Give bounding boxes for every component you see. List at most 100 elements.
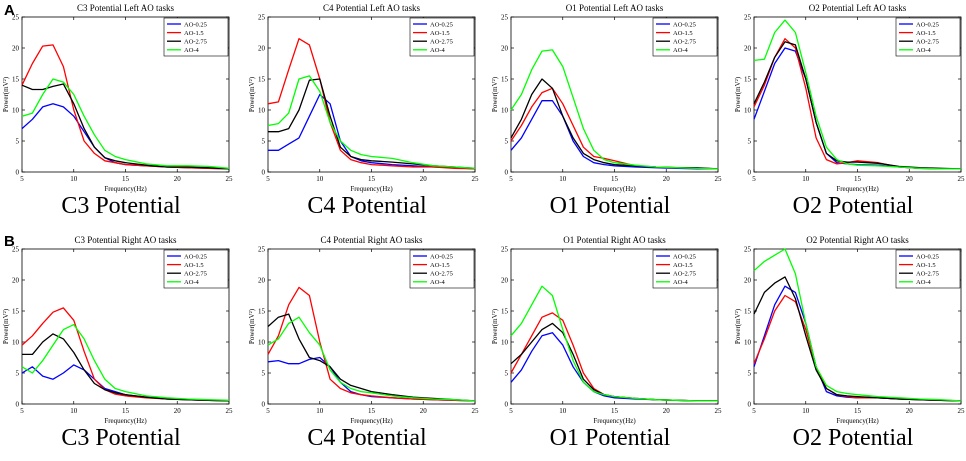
panel-caption: C4 Potential bbox=[307, 425, 427, 451]
chart-title: C3 Potential Left AO tasks bbox=[77, 3, 174, 13]
series-line-ao-4 bbox=[21, 78, 230, 169]
chart-title: C4 Potential Right AO tasks bbox=[320, 235, 423, 245]
legend-label: AO-4 bbox=[184, 279, 200, 286]
y-tick-label: 0 bbox=[262, 169, 266, 177]
legend-label: AO-4 bbox=[916, 47, 932, 54]
chart-panel: O1 Potential Left AO tasks 5 10 15 20 25 0 5 10 1… bbox=[489, 0, 731, 229]
y-tick-label: 10 bbox=[258, 107, 266, 115]
chart-panel: O2 Potential Right AO tasks 5 10 15 20 25 0 5 10… bbox=[732, 232, 966, 461]
x-tick-label: 25 bbox=[958, 175, 966, 183]
y-tick-label: 0 bbox=[748, 169, 752, 177]
y-tick-label: 25 bbox=[12, 246, 20, 254]
x-tick-label: 20 bbox=[174, 407, 182, 415]
y-tick-label: 20 bbox=[501, 277, 509, 285]
legend-label: AO-0.25 bbox=[916, 21, 939, 28]
y-tick-label: 25 bbox=[744, 14, 752, 22]
y-tick-label: 20 bbox=[744, 45, 752, 53]
x-tick-label: 25 bbox=[715, 175, 723, 183]
x-tick-label: 25 bbox=[958, 407, 966, 415]
x-tick-label: 5 bbox=[509, 407, 513, 415]
series-line-ao-1-5 bbox=[21, 307, 230, 402]
y-tick-label: 20 bbox=[12, 277, 20, 285]
x-tick-label: 15 bbox=[122, 175, 130, 183]
chart-panel: C3 Potential Right AO tasks 5 10 15 20 25 0 5 10… bbox=[0, 232, 242, 461]
chart-title: C3 Potential Right AO tasks bbox=[74, 235, 177, 245]
legend-label: AO-4 bbox=[430, 279, 446, 286]
x-axis-label: Frequency(Hz) bbox=[104, 185, 147, 193]
y-tick-label: 15 bbox=[258, 76, 266, 84]
x-tick-label: 15 bbox=[611, 407, 619, 415]
series-line-ao-0-25 bbox=[753, 285, 962, 402]
y-tick-label: 10 bbox=[501, 107, 509, 115]
x-tick-label: 10 bbox=[802, 407, 810, 415]
x-tick-label: 10 bbox=[559, 175, 567, 183]
x-tick-label: 5 bbox=[752, 175, 756, 183]
y-tick-label: 10 bbox=[12, 339, 20, 347]
series-line-ao-4 bbox=[753, 248, 962, 402]
x-tick-label: 25 bbox=[715, 407, 723, 415]
x-tick-label: 25 bbox=[226, 175, 234, 183]
y-tick-label: 5 bbox=[16, 370, 20, 378]
y-axis-label: Power(mV²) bbox=[734, 76, 742, 112]
series-line-ao-1-5 bbox=[267, 38, 476, 170]
series-line-ao-2-75 bbox=[753, 276, 962, 402]
y-tick-label: 5 bbox=[262, 138, 266, 146]
series-line-ao-4 bbox=[267, 316, 476, 402]
legend-label: AO-4 bbox=[673, 47, 689, 54]
y-axis-label: Power(mV²) bbox=[2, 76, 10, 112]
series-line-ao-4 bbox=[510, 285, 718, 402]
panel-caption: O1 Potential bbox=[549, 425, 671, 451]
y-tick-label: 25 bbox=[12, 14, 20, 22]
chart-title: C4 Potential Left AO tasks bbox=[323, 3, 420, 13]
row-label-b: B bbox=[4, 233, 15, 250]
chart-panel: C4 Potential Left AO tasks 5 10 15 20 25 0 5 10 1… bbox=[246, 0, 488, 229]
x-tick-label: 5 bbox=[20, 407, 24, 415]
series-line-ao-1-5 bbox=[753, 38, 961, 170]
y-tick-label: 20 bbox=[258, 277, 266, 285]
x-tick-label: 20 bbox=[906, 407, 914, 415]
x-tick-label: 20 bbox=[663, 407, 671, 415]
x-tick-label: 15 bbox=[611, 175, 619, 183]
row-label-a: A bbox=[4, 2, 15, 19]
x-tick-label: 10 bbox=[70, 175, 78, 183]
legend-label: AO-1.5 bbox=[673, 262, 693, 269]
x-tick-label: 20 bbox=[420, 175, 428, 183]
panel-caption: O2 Potential bbox=[792, 193, 914, 219]
x-tick-label: 5 bbox=[266, 175, 270, 183]
x-tick-label: 5 bbox=[752, 407, 756, 415]
legend-label: AO-4 bbox=[430, 47, 446, 54]
series-line-ao-1-5 bbox=[267, 286, 476, 402]
chart-title: O1 Potential Left AO tasks bbox=[566, 3, 664, 13]
y-axis-label: Power(mV²) bbox=[491, 308, 499, 344]
series-line-ao-4 bbox=[267, 75, 476, 169]
series-line-ao-2-75 bbox=[267, 313, 476, 402]
x-axis-label: Frequency(Hz) bbox=[350, 417, 393, 425]
chart-panel: O2 Potential Left AO tasks 5 10 15 20 25 0 5 10 1… bbox=[732, 0, 966, 229]
y-tick-label: 5 bbox=[748, 138, 752, 146]
y-tick-label: 25 bbox=[501, 14, 509, 22]
series-line-ao-0-25 bbox=[267, 356, 476, 402]
legend-label: AO-4 bbox=[916, 279, 932, 286]
y-tick-label: 15 bbox=[501, 308, 509, 316]
y-tick-label: 5 bbox=[505, 138, 509, 146]
legend-label: AO-1.5 bbox=[184, 262, 204, 269]
panel-caption: C3 Potential bbox=[61, 425, 181, 451]
x-tick-label: 25 bbox=[226, 407, 234, 415]
y-tick-label: 20 bbox=[501, 45, 509, 53]
y-tick-label: 15 bbox=[501, 76, 509, 84]
y-tick-label: 10 bbox=[501, 339, 509, 347]
legend-label: AO-0.25 bbox=[430, 21, 453, 28]
series-line-ao-4 bbox=[510, 49, 719, 170]
legend-label: AO-2.75 bbox=[916, 271, 939, 278]
chart-title: O2 Potential Right AO tasks bbox=[806, 235, 909, 245]
y-tick-label: 0 bbox=[16, 401, 20, 409]
legend-label: AO-1.5 bbox=[916, 262, 936, 269]
chart-panel: O1 Potential Right AO tasks 5 10 15 20 25 0 5 10… bbox=[489, 232, 731, 461]
x-tick-label: 15 bbox=[122, 407, 130, 415]
y-tick-label: 0 bbox=[16, 169, 20, 177]
